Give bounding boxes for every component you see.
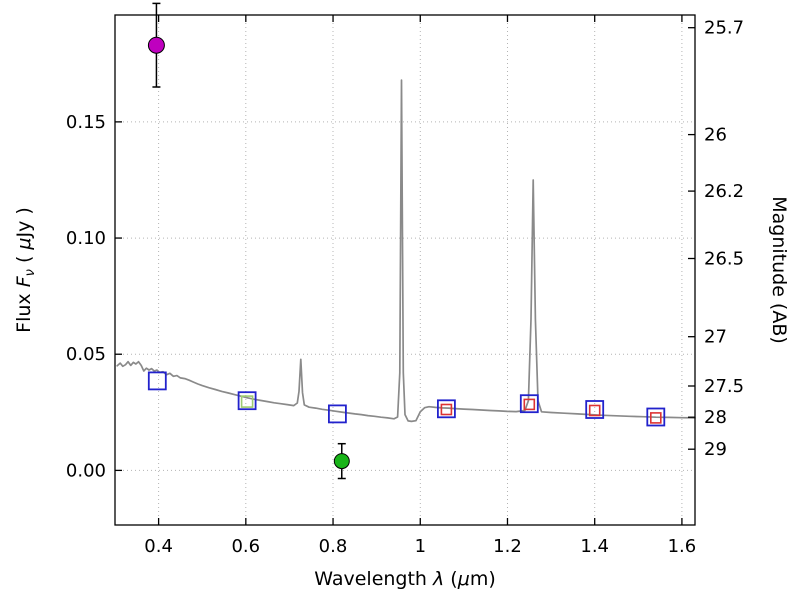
observed-photometry-square (519, 394, 539, 414)
model-photometry-square-red (523, 398, 536, 411)
y-tick-label-right: 27 (704, 327, 727, 348)
axis-ticks: 0.4 0.6 0.8 1 1.2 1.4 1.6 0.00 0.05 0.10 0.15 25.7 2… (66, 15, 744, 557)
x-axis-label: Wavelength λ (μm) (314, 568, 495, 590)
grid-lines (115, 15, 695, 525)
y-tick-label-left: 0.00 (66, 460, 106, 481)
right-axis-label: Magnitude (AB) (768, 196, 790, 344)
observed-photometry-square (327, 404, 347, 424)
y-tick-label-left: 0.05 (66, 344, 106, 365)
x-tick-label: 0.8 (319, 536, 348, 557)
y-tick-label-right: 26.5 (704, 249, 744, 270)
y-tick-label-right: 27.5 (704, 376, 744, 397)
x-tick-label: 1.4 (580, 536, 609, 557)
observed-photometry-square (646, 407, 666, 427)
observed-photometry-square (436, 399, 456, 419)
y-tick-label-left: 0.15 (66, 112, 106, 133)
model-photometry-square-red (440, 403, 453, 416)
plot-border (114, 14, 696, 526)
detection-point-green (333, 453, 350, 470)
x-tick-label: 0.6 (231, 536, 260, 557)
y-tick-label-right: 29 (704, 439, 727, 460)
model-spectrum (116, 79, 696, 423)
upper-limit-point-magenta (147, 36, 165, 54)
x-tick-label: 1 (415, 536, 426, 557)
model-photometry-square-red (649, 412, 662, 424)
axes-frame (114, 14, 696, 526)
data-series (116, 2, 696, 480)
model-photometry-square-red (588, 404, 601, 417)
x-tick-label: 1.2 (493, 536, 522, 557)
x-tick-label: 1.6 (668, 536, 697, 557)
y-axis-label: Flux Fν ( μJy ) (13, 207, 38, 333)
y-tick-label-right: 26 (704, 125, 727, 146)
y-tick-label-right: 28 (704, 407, 727, 428)
x-tick-label: 0.4 (144, 536, 173, 557)
observed-photometry-square (237, 391, 257, 411)
observed-photometry-square (585, 400, 605, 419)
y-tick-label-left: 0.10 (66, 228, 106, 249)
model-photometry-square-green (240, 395, 254, 408)
y-tick-label-right: 25.7 (704, 18, 744, 39)
observed-photometry-square (147, 371, 167, 391)
y-tick-label-right: 26.2 (704, 181, 744, 202)
